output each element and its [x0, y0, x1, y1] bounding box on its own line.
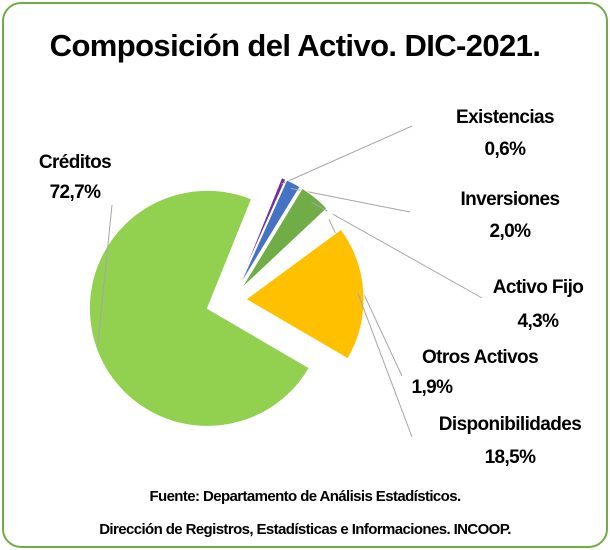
- source-line: Fuente: Departamento de Análisis Estadís…: [149, 488, 461, 505]
- slice-label: Otros Activos: [422, 347, 538, 368]
- slice-value: 1,9%: [412, 377, 454, 398]
- slice-label: Existencias: [456, 107, 554, 128]
- chart-title: Composición del Activo. DIC-2021.: [50, 28, 541, 63]
- slice-value: 18,5%: [485, 447, 537, 468]
- slice-value: 72,7%: [50, 182, 102, 203]
- slice-value: 4,3%: [518, 311, 560, 332]
- slice-value: 0,6%: [485, 139, 527, 160]
- pie-slice: [238, 179, 301, 288]
- leader-line: [290, 187, 411, 213]
- source-line: Dirección de Registros, Estadísticas e I…: [99, 521, 511, 538]
- pie-slice: [240, 187, 328, 290]
- slice-label: Activo Fijo: [493, 277, 584, 298]
- slice-label: Disponibilidades: [439, 414, 581, 435]
- pie-slice: [88, 189, 310, 427]
- slice-value: 2,0%: [490, 221, 532, 242]
- leader-line: [97, 204, 113, 346]
- leader-line: [357, 293, 413, 438]
- pie-slice: [245, 228, 365, 360]
- pie-slice: [237, 177, 287, 288]
- slice-label: Créditos: [39, 152, 111, 173]
- pie-slice: [242, 209, 339, 292]
- leader-line: [311, 201, 483, 299]
- leader-line: [281, 125, 413, 185]
- slice-label: Inversiones: [460, 189, 559, 210]
